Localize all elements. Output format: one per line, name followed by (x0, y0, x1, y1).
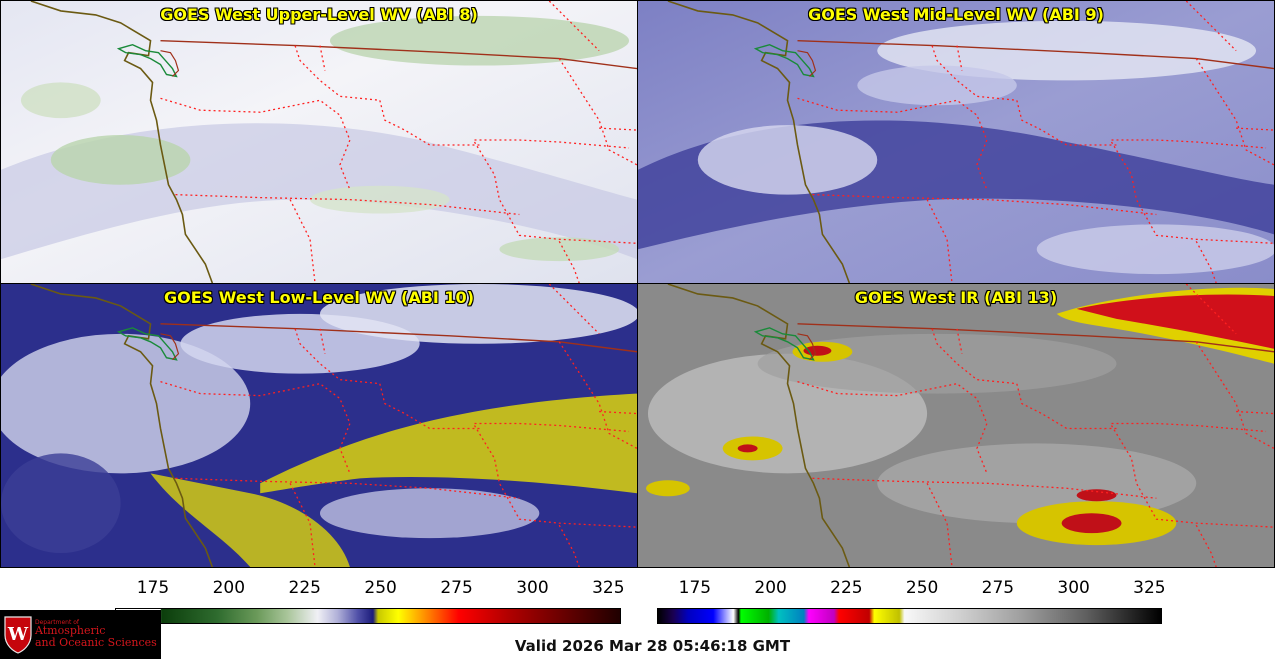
ir-tick-label: 275 (981, 578, 1015, 598)
ir-colorbar-ticks: 175 200 225 250 275 300 325 (657, 578, 1166, 600)
mid-level-wv-panel: GOES West Mid-Level WV (ABI 9) (637, 0, 1275, 284)
ir-tick-label: 200 (754, 578, 787, 598)
low-level-wv-image (1, 284, 637, 567)
wv-colorbar-ticks: 175 200 225 250 275 300 325 (115, 578, 625, 600)
ir-tick-label: 225 (830, 578, 863, 598)
mid-level-wv-title: GOES West Mid-Level WV (ABI 9) (808, 5, 1104, 24)
svg-text:W: W (7, 624, 29, 645)
ir-tick-label: 175 (678, 578, 712, 598)
logo-line2: and Oceanic Sciences (35, 636, 157, 649)
upper-level-wv-panel: GOES West Upper-Level WV (ABI 8) (0, 0, 638, 284)
logo-line1: Atmospheric (35, 624, 106, 637)
wv-tick-label: 275 (440, 578, 473, 598)
low-level-wv-title: GOES West Low-Level WV (ABI 10) (163, 288, 474, 307)
mid-level-wv-image (638, 1, 1274, 283)
valid-time: Valid 2026 Mar 28 05:46:18 GMT (514, 637, 791, 655)
logo-department: Department of (35, 619, 79, 626)
upper-level-wv-image (1, 1, 637, 283)
wv-tick-label: 175 (136, 578, 170, 598)
ir-tick-label: 300 (1057, 578, 1090, 598)
ir-colorbar (657, 608, 1162, 624)
low-level-wv-panel: GOES West Low-Level WV (ABI 10) (0, 283, 638, 568)
wv-tick-label: 225 (288, 578, 321, 598)
ir-tick-label: 250 (905, 578, 939, 598)
wv-colorbar (115, 608, 621, 624)
wv-tick-label: 300 (516, 578, 549, 598)
ir-title: GOES West IR (ABI 13) (854, 288, 1058, 307)
ir-image (638, 284, 1274, 567)
ir-panel: GOES West IR (ABI 13) (637, 283, 1275, 568)
uw-crest-icon: W (4, 616, 32, 654)
ir-tick-label: 325 (1133, 578, 1166, 598)
wv-tick-label: 325 (592, 578, 625, 598)
wv-tick-label: 250 (364, 578, 397, 598)
wv-tick-label: 200 (212, 578, 246, 598)
upper-level-wv-title: GOES West Upper-Level WV (ABI 8) (160, 5, 478, 24)
uw-aos-logo: W Department of Atmospheric and Oceanic … (0, 610, 161, 659)
